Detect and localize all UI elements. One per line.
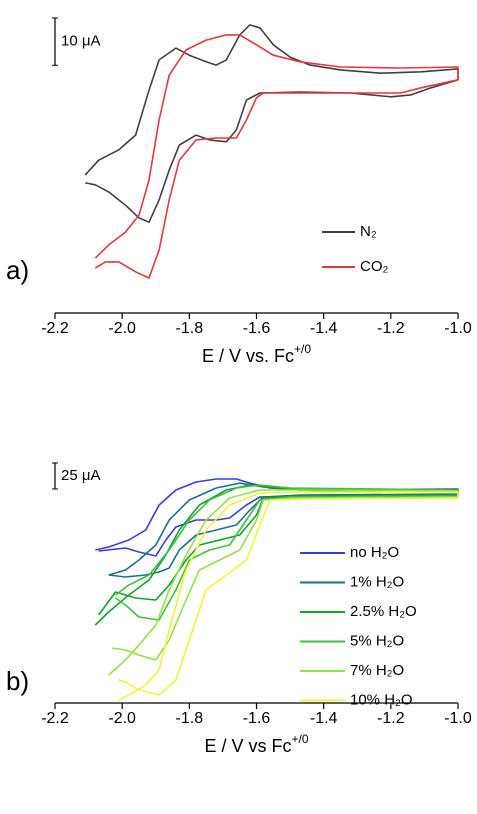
x-tick-label: -1.2 xyxy=(377,320,405,337)
panel-label: b) xyxy=(6,666,29,696)
x-axis-label-superscript: +/0 xyxy=(294,342,311,356)
legend-label: N₂ xyxy=(360,223,377,240)
legend-label: 10% H₂O xyxy=(350,691,413,708)
x-axis-label: E / V vs Fc+/0 xyxy=(204,732,308,756)
x-tick-label: -2.2 xyxy=(41,710,69,727)
x-tick-label: -1.8 xyxy=(176,320,204,337)
scale-bar-label: 10 μA xyxy=(61,33,101,50)
x-tick-label: -1.2 xyxy=(377,710,405,727)
cv-curve xyxy=(108,489,459,676)
legend-label: 7% H₂O xyxy=(350,662,404,679)
cv-curve xyxy=(115,484,459,621)
x-tick-label: -2.2 xyxy=(41,320,69,337)
x-tick-label: -1.0 xyxy=(444,710,472,727)
cv-curve xyxy=(108,482,459,578)
legend-label: no H₂O xyxy=(350,544,399,561)
legend-label: 5% H₂O xyxy=(350,632,404,649)
cv-curve xyxy=(118,491,459,701)
x-axis-label-main: E / V vs. Fc xyxy=(202,346,294,366)
x-tick-label: -1.4 xyxy=(310,710,338,727)
x-tick-label: -1.6 xyxy=(243,320,271,337)
legend-label: 2.5% H₂O xyxy=(350,603,417,620)
x-tick-label: -2.0 xyxy=(108,320,136,337)
x-axis-label-main: E / V vs Fc xyxy=(204,736,291,756)
x-tick-label: -1.6 xyxy=(243,710,271,727)
panel-label: a) xyxy=(6,255,29,285)
legend-label: CO₂ xyxy=(360,258,389,275)
cv-curve xyxy=(94,34,459,279)
x-tick-label: -1.8 xyxy=(176,710,204,727)
scale-bar-label: 25 μA xyxy=(61,467,101,484)
x-axis-label: E / V vs. Fc+/0 xyxy=(202,342,311,366)
x-tick-label: -1.0 xyxy=(444,320,472,337)
x-axis-label-superscript: +/0 xyxy=(292,732,309,746)
legend-label: 1% H₂O xyxy=(350,573,404,590)
x-tick-label: -2.0 xyxy=(108,710,136,727)
x-tick-label: -1.4 xyxy=(310,320,338,337)
